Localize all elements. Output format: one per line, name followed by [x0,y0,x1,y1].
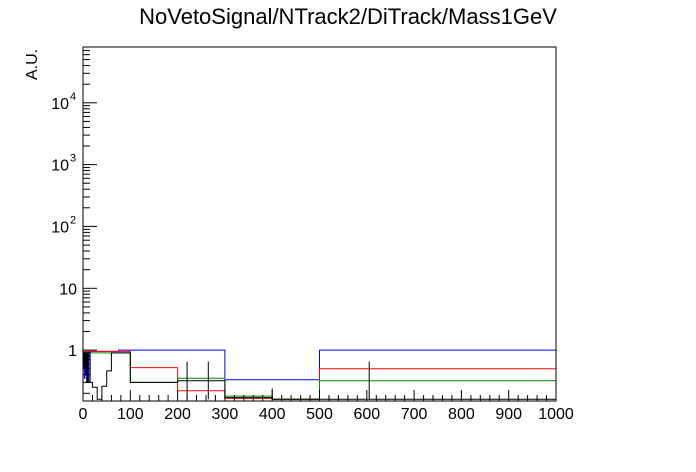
y-tick-label-0: 1 [68,343,77,360]
y-tick-base-2: 10 [51,219,69,236]
x-tick-label-3: 300 [212,406,239,423]
series-3-line [82,352,557,401]
x-tick-label-2: 200 [164,406,191,423]
y-tick-label-4: 10 [51,96,69,113]
x-tick-label-8: 800 [448,406,475,423]
y-axis-label: A.U. [24,49,41,80]
y-tick-exp-3: 3 [70,153,76,165]
x-tick-label-10: 1000 [538,406,574,423]
y-tick-label-3: 10 [51,158,69,175]
x-tick-label-9: 900 [495,406,522,423]
y-tick-base-3: 10 [51,158,69,175]
y-tick-exp-4: 4 [70,91,76,103]
x-tick-label-6: 600 [353,406,380,423]
y-tick-exp-2: 2 [70,214,76,226]
x-tick-label-4: 400 [259,406,286,423]
x-tick-label-5: 500 [306,406,333,423]
chart-title: NoVetoSignal/NTrack2/DiTrack/Mass1GeV [139,4,557,29]
y-tick-base-4: 10 [51,96,69,113]
series-3 [0,352,557,401]
y-tick-label-1: 10 [59,281,77,298]
x-tick-label-0: 0 [79,406,88,423]
x-tick-label-7: 700 [401,406,428,423]
y-tick-label-2: 10 [51,219,69,236]
x-tick-label-1: 100 [117,406,144,423]
